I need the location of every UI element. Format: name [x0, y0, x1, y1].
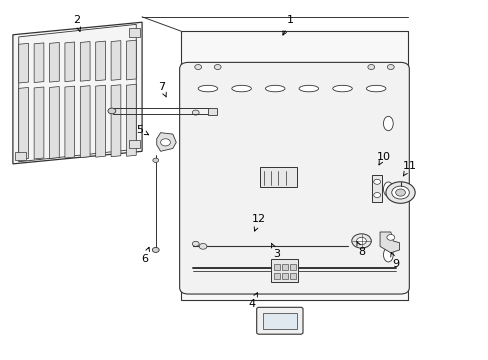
Polygon shape [19, 87, 28, 159]
Text: 12: 12 [251, 215, 265, 231]
Polygon shape [65, 86, 75, 158]
Bar [289, 273, 295, 279]
Ellipse shape [332, 85, 351, 92]
Bar [15, 152, 26, 160]
Ellipse shape [383, 248, 392, 262]
Polygon shape [80, 86, 90, 158]
Bar [271, 259, 298, 282]
Polygon shape [379, 232, 399, 253]
Text: 11: 11 [403, 161, 416, 176]
Circle shape [395, 189, 405, 196]
Text: 9: 9 [390, 253, 398, 269]
Polygon shape [126, 40, 136, 80]
Text: 1: 1 [282, 15, 294, 35]
Circle shape [386, 64, 393, 69]
Polygon shape [34, 87, 44, 159]
Polygon shape [34, 43, 44, 82]
Bar [289, 264, 295, 270]
Bar [129, 28, 140, 37]
Text: 8: 8 [356, 241, 365, 257]
Polygon shape [96, 85, 105, 157]
Circle shape [192, 110, 199, 115]
Ellipse shape [231, 85, 251, 92]
Polygon shape [96, 41, 105, 81]
Bar [263, 313, 296, 329]
Polygon shape [80, 41, 90, 81]
Circle shape [351, 234, 370, 248]
Circle shape [367, 64, 374, 69]
Ellipse shape [383, 116, 392, 131]
Text: 4: 4 [248, 293, 257, 309]
Polygon shape [13, 22, 142, 164]
Circle shape [108, 108, 116, 114]
Polygon shape [111, 41, 121, 80]
Circle shape [192, 241, 199, 246]
Text: 10: 10 [376, 152, 390, 165]
Circle shape [386, 234, 394, 240]
Polygon shape [19, 43, 28, 83]
Text: 2: 2 [73, 15, 81, 31]
Bar [129, 140, 140, 148]
Circle shape [373, 179, 380, 184]
Circle shape [385, 182, 414, 203]
Polygon shape [111, 85, 121, 157]
Bar [207, 108, 216, 116]
Polygon shape [49, 86, 59, 158]
Text: 3: 3 [271, 243, 279, 258]
Polygon shape [65, 42, 75, 82]
Circle shape [160, 139, 170, 146]
Ellipse shape [299, 85, 318, 92]
Bar [274, 264, 280, 270]
Ellipse shape [265, 85, 285, 92]
Circle shape [152, 247, 159, 252]
Bar [282, 264, 287, 270]
FancyBboxPatch shape [179, 62, 408, 294]
Bar [260, 167, 296, 187]
Circle shape [373, 193, 380, 198]
Ellipse shape [198, 85, 217, 92]
Polygon shape [157, 133, 176, 151]
Text: 6: 6 [141, 247, 149, 264]
Text: 7: 7 [158, 82, 166, 97]
Circle shape [199, 243, 206, 249]
Bar [274, 273, 280, 279]
Bar [181, 31, 407, 300]
Ellipse shape [366, 85, 385, 92]
Bar [371, 175, 381, 202]
Circle shape [214, 64, 221, 69]
Polygon shape [126, 84, 136, 156]
Circle shape [153, 158, 158, 162]
Circle shape [391, 186, 408, 199]
Text: 5: 5 [136, 125, 148, 135]
Polygon shape [49, 42, 59, 82]
Circle shape [356, 237, 366, 244]
Bar [282, 273, 287, 279]
FancyBboxPatch shape [256, 307, 303, 334]
Ellipse shape [383, 182, 392, 196]
Circle shape [194, 64, 201, 69]
